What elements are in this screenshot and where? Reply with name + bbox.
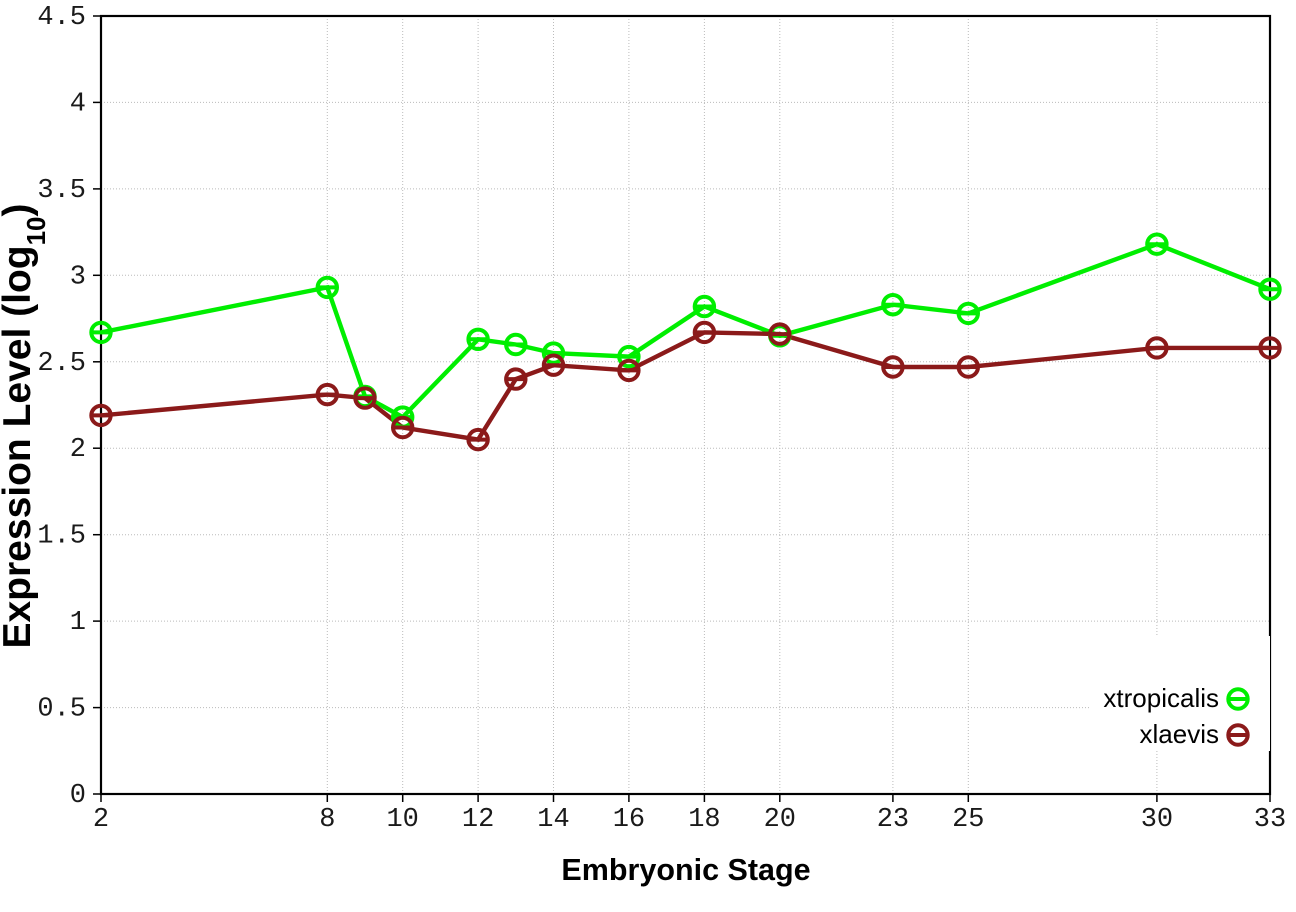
svg-text:1: 1: [70, 608, 86, 638]
svg-text:33: 33: [1254, 805, 1286, 835]
svg-text:8: 8: [319, 805, 335, 835]
svg-text:4: 4: [70, 89, 86, 119]
svg-text:23: 23: [877, 805, 909, 835]
svg-text:2: 2: [70, 435, 86, 465]
svg-text:14: 14: [537, 805, 569, 835]
svg-text:Expression Level (log10): Expression Level (log10): [0, 203, 51, 648]
svg-text:20: 20: [764, 805, 796, 835]
svg-text:25: 25: [952, 805, 984, 835]
svg-text:2: 2: [93, 805, 109, 835]
svg-text:10: 10: [386, 805, 418, 835]
svg-text:18: 18: [688, 805, 720, 835]
svg-text:1.5: 1.5: [37, 522, 86, 552]
svg-text:xlaevis: xlaevis: [1140, 719, 1219, 749]
svg-text:2.5: 2.5: [37, 349, 86, 379]
svg-text:3: 3: [70, 262, 86, 292]
svg-text:0.5: 0.5: [37, 695, 86, 725]
svg-text:xtropicalis: xtropicalis: [1103, 683, 1219, 713]
svg-text:3.5: 3.5: [37, 176, 86, 206]
svg-text:Embryonic Stage: Embryonic Stage: [561, 853, 810, 887]
svg-text:16: 16: [613, 805, 645, 835]
svg-text:12: 12: [462, 805, 494, 835]
svg-text:4.5: 4.5: [37, 3, 86, 33]
svg-text:30: 30: [1141, 805, 1173, 835]
svg-text:0: 0: [70, 781, 86, 811]
